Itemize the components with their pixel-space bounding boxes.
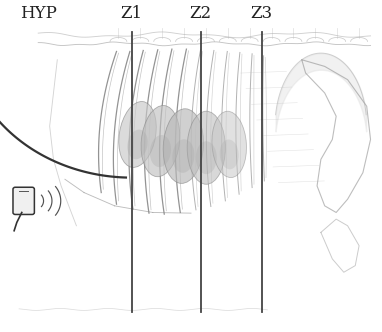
Text: Z1: Z1: [121, 5, 143, 23]
Ellipse shape: [119, 102, 156, 167]
FancyBboxPatch shape: [13, 187, 34, 214]
Ellipse shape: [187, 111, 225, 184]
Ellipse shape: [163, 109, 204, 183]
Ellipse shape: [141, 106, 180, 177]
Ellipse shape: [150, 135, 171, 167]
Ellipse shape: [196, 141, 217, 174]
Ellipse shape: [220, 139, 239, 169]
Text: Z3: Z3: [251, 5, 273, 23]
Ellipse shape: [127, 129, 148, 159]
Ellipse shape: [212, 111, 246, 178]
Text: Z2: Z2: [189, 5, 212, 23]
Ellipse shape: [172, 139, 194, 173]
Text: HYP: HYP: [20, 5, 57, 23]
